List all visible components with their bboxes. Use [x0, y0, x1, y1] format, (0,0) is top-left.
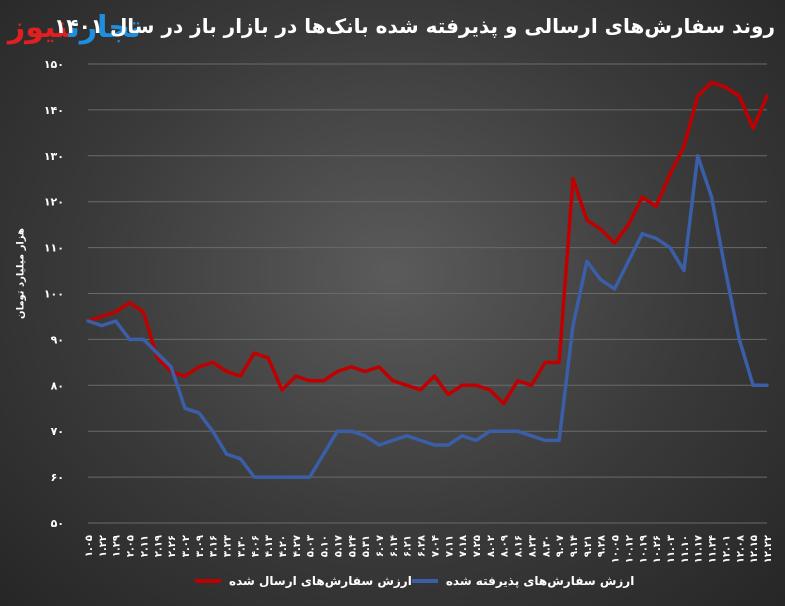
legend-item-accepted: ارزش سفارش‌های پذیرفته شده [411, 574, 635, 588]
x-tick-label: ۶.۲۸ [417, 535, 428, 557]
legend-label-sent: ارزش سفارش‌های ارسال شده [229, 574, 412, 588]
x-tick-label: ۸.۲۳ [527, 535, 538, 557]
x-tick-label: ۲.۰۵ [126, 535, 137, 557]
brand-logo: تجارتنیوز [8, 10, 141, 50]
x-tick-label: ۹.۲۸ [597, 535, 608, 557]
x-tick-label: ۹.۱۴ [569, 535, 580, 557]
x-tick-label: ۵.۱۰ [320, 535, 331, 557]
x-tick-label: ۸.۳۰ [541, 535, 552, 557]
x-tick-label: ۶.۲۱ [403, 535, 414, 557]
x-tick-label: ۸.۰۲ [486, 535, 497, 557]
legend-swatch-sent [195, 579, 221, 583]
x-tick-label: ۴.۱۳ [264, 535, 275, 557]
x-tick-label: ۸.۰۹ [500, 535, 511, 557]
y-tick-label: ۱۱۰ [44, 242, 64, 255]
chart-legend: ارزش سفارش‌های ارسال شده ارزش سفارش‌های … [195, 570, 634, 592]
x-tick-label: ۳.۳۰ [236, 535, 247, 557]
y-tick-label: ۵۰ [51, 517, 64, 530]
x-tick-label: ۱۲.۱۵ [749, 535, 760, 563]
x-tick-label: ۱۰.۰۵ [611, 535, 622, 563]
y-tick-label: ۱۲۰ [44, 196, 64, 209]
x-tick-label: ۲.۱۹ [153, 535, 164, 557]
x-tick-label: ۱۰.۱۲ [624, 535, 635, 563]
x-axis-ticks: ۱.۰۵ ۱.۲۲ ۱.۲۹ ۲.۰۵ ۲.۱۱ ۲.۱۹ ۲.۲۶ ۳.۰۲ ۳.۰۹ ۳.۱۶… [84, 535, 774, 563]
legend-label-accepted: ارزش سفارش‌های پذیرفته شده [445, 574, 635, 588]
x-tick-label: ۲.۱۱ [139, 535, 150, 557]
series-line-0 [86, 80, 769, 406]
legend-item-sent: ارزش سفارش‌های ارسال شده [195, 574, 412, 588]
y-tick-label: ۶۰ [51, 471, 64, 484]
x-tick-label: ۱۱.۰۳ [666, 535, 677, 563]
x-tick-label: ۳.۰۲ [181, 535, 192, 557]
x-tick-label: ۵.۱۷ [333, 535, 344, 557]
logo-text-b: نیوز [8, 10, 69, 45]
x-tick-label: ۱.۲۹ [112, 535, 123, 557]
x-tick-label: ۴.۰۶ [250, 535, 261, 557]
x-tick-label: ۵.۳۱ [361, 535, 372, 557]
series-line-1 [86, 154, 769, 479]
x-tick-label: ۳.۱۶ [209, 535, 220, 557]
x-tick-label: ۱۲.۲۲ [763, 535, 774, 563]
x-tick-label: ۱۱.۲۴ [708, 535, 719, 563]
x-tick-label: ۳.۰۹ [195, 535, 206, 557]
series-lines [86, 80, 769, 479]
x-tick-label: ۷.۲۵ [472, 535, 483, 557]
x-tick-label: ۵.۲۴ [347, 535, 358, 557]
chart-title: روند سفارش‌های ارسالی و پذیرفته شده بانک… [54, 14, 775, 38]
x-tick-label: ۱۱.۱۰ [680, 535, 691, 563]
legend-swatch-accepted [411, 579, 438, 583]
x-tick-label: ۱.۰۵ [84, 535, 95, 557]
y-tick-label: ۱۴۰ [44, 104, 64, 117]
y-tick-label: ۷۰ [51, 425, 64, 438]
x-tick-label: ۹.۲۱ [583, 535, 594, 557]
x-tick-label: ۷.۰۴ [430, 535, 441, 557]
y-tick-label: ۸۰ [51, 379, 64, 392]
logo-text-a: تجارت [68, 10, 142, 45]
x-tick-label: ۷.۱۱ [444, 535, 455, 557]
x-tick-label: ۴.۲۷ [292, 535, 303, 557]
x-tick-label: ۱۱.۱۷ [694, 535, 705, 563]
y-tick-label: ۱۵۰ [44, 58, 64, 71]
x-tick-label: ۲.۲۶ [167, 535, 178, 557]
gridlines [88, 63, 767, 524]
x-tick-label: ۵.۰۳ [306, 535, 317, 557]
y-axis-label: هزار میلیارد تومان [15, 228, 27, 319]
x-tick-label: ۶.۱۴ [389, 535, 400, 557]
y-axis-ticks: ۵۰ ۶۰ ۷۰ ۸۰ ۹۰ ۱۰۰ ۱۱۰ ۱۲۰ ۱۳۰ ۱۴۰ ۱۵۰ [44, 58, 64, 530]
y-tick-label: ۱۰۰ [44, 288, 64, 301]
x-tick-label: ۷.۱۸ [458, 535, 469, 557]
x-tick-label: ۴.۲۰ [278, 535, 289, 557]
x-tick-label: ۱.۲۲ [98, 535, 109, 557]
y-tick-label: ۱۳۰ [44, 150, 64, 163]
x-tick-label: ۱۲.۰۸ [735, 535, 746, 563]
x-tick-label: ۶.۰۷ [375, 535, 386, 557]
y-tick-label: ۹۰ [51, 333, 64, 346]
x-tick-label: ۱۰.۲۶ [652, 535, 663, 563]
x-tick-label: ۱۲.۰۱ [721, 535, 732, 563]
x-tick-label: ۹.۰۷ [555, 535, 566, 557]
x-tick-label: ۳.۲۳ [223, 535, 234, 557]
x-tick-label: ۱۰.۱۹ [638, 535, 649, 563]
x-tick-label: ۸.۱۶ [514, 535, 525, 557]
